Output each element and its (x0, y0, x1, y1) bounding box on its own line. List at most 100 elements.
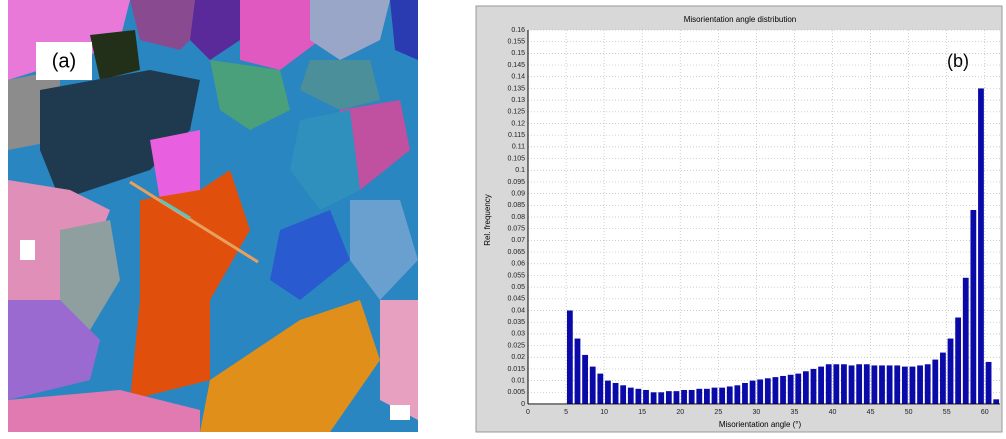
bar (818, 367, 824, 404)
bar (567, 311, 573, 405)
x-tick-label: 45 (867, 409, 875, 416)
y-tick-label: 0.13 (511, 97, 525, 104)
bar (643, 390, 649, 404)
bar (719, 388, 725, 404)
x-tick-label: 5 (564, 409, 568, 416)
bar (856, 364, 862, 404)
x-tick-label: 20 (676, 409, 684, 416)
bar (750, 381, 756, 404)
y-tick-label: 0.1 (515, 167, 525, 174)
y-tick-label: 0.115 (508, 132, 525, 139)
y-tick-label: 0.095 (507, 179, 525, 186)
bar (993, 399, 999, 404)
bar (826, 364, 832, 404)
bar (696, 389, 702, 404)
bar (575, 339, 581, 404)
bar (788, 375, 794, 404)
y-tick-label: 0.05 (511, 284, 525, 291)
y-tick-label: 0.025 (507, 342, 525, 349)
bar (955, 318, 961, 404)
bar (864, 364, 870, 404)
bar (689, 390, 695, 404)
y-tick-label: 0.04 (511, 307, 525, 314)
bar (734, 385, 740, 404)
bar (849, 365, 855, 404)
y-tick-label: 0.015 (507, 366, 525, 373)
y-tick-label: 0.08 (511, 214, 525, 221)
bar (932, 360, 938, 404)
x-tick-label: 0 (526, 409, 530, 416)
y-tick-label: 0.105 (507, 155, 525, 162)
y-tick-label: 0.06 (511, 261, 525, 268)
x-axis-label: Misorientation angle (°) (719, 420, 802, 429)
bar (742, 383, 748, 404)
y-tick-label: 0.145 (507, 62, 525, 69)
y-tick-label: 0.01 (511, 377, 525, 384)
bar (704, 389, 710, 404)
bar (765, 378, 771, 404)
panel-label: (a) (52, 50, 76, 72)
bar (887, 365, 893, 404)
bar (651, 392, 657, 404)
bar (894, 365, 900, 404)
x-tick-label: 40 (829, 409, 837, 416)
y-tick-label: 0.07 (511, 237, 525, 244)
x-tick-label: 60 (981, 409, 989, 416)
bar (635, 389, 641, 404)
bar (674, 391, 680, 404)
y-tick-label: 0.09 (511, 190, 525, 197)
bar (795, 374, 801, 404)
x-tick-label: 15 (638, 409, 646, 416)
y-tick-label: 0.005 (507, 389, 525, 396)
bar (879, 365, 885, 404)
bar (917, 365, 923, 404)
bar (902, 367, 908, 404)
bar (871, 365, 877, 404)
y-tick-label: 0.065 (507, 249, 525, 256)
y-axis-label: Rel. frequency (483, 194, 492, 246)
y-tick-label: 0.125 (507, 109, 525, 116)
bar (597, 374, 603, 404)
bar (986, 362, 992, 404)
figure: (a) Misorientation angle distribution Mi… (0, 0, 1006, 434)
bar (605, 381, 611, 404)
bar (727, 386, 733, 404)
bar (833, 364, 839, 404)
bar (925, 364, 931, 404)
ebsd-map: (a) (8, 0, 418, 432)
bar (681, 390, 687, 404)
y-tick-label: 0.155 (507, 39, 525, 46)
bar (613, 383, 619, 404)
bar (620, 385, 626, 404)
x-tick-label: 25 (714, 409, 722, 416)
y-tick-label: 0.12 (511, 120, 525, 127)
bar (963, 278, 969, 404)
bar (658, 392, 664, 404)
bar (978, 88, 984, 404)
y-tick-label: 0.135 (507, 85, 525, 92)
bar (757, 379, 763, 404)
bar (948, 339, 954, 404)
y-tick-label: 0.085 (507, 202, 525, 209)
y-tick-label: 0.11 (512, 144, 525, 151)
chart-title: Misorientation angle distribution (684, 15, 797, 24)
bar (940, 353, 946, 404)
y-tick-label: 0.14 (511, 74, 525, 81)
panel-label: (b) (947, 51, 969, 71)
bar (803, 371, 809, 404)
y-tick-label: 0.035 (507, 319, 525, 326)
y-tick-label: 0.045 (507, 296, 525, 303)
bar (841, 364, 847, 404)
bar (811, 369, 817, 404)
x-tick-label: 35 (791, 409, 799, 416)
y-tick-label: 0.02 (511, 354, 525, 361)
x-tick-label: 55 (943, 409, 951, 416)
y-tick-label: 0.16 (511, 27, 525, 34)
y-tick-label: 0.15 (511, 50, 525, 57)
y-tick-label: 0.075 (507, 226, 525, 233)
bar (666, 391, 672, 404)
bar (780, 376, 786, 404)
bar (628, 388, 634, 404)
bar (970, 210, 976, 404)
x-tick-label: 30 (752, 409, 760, 416)
